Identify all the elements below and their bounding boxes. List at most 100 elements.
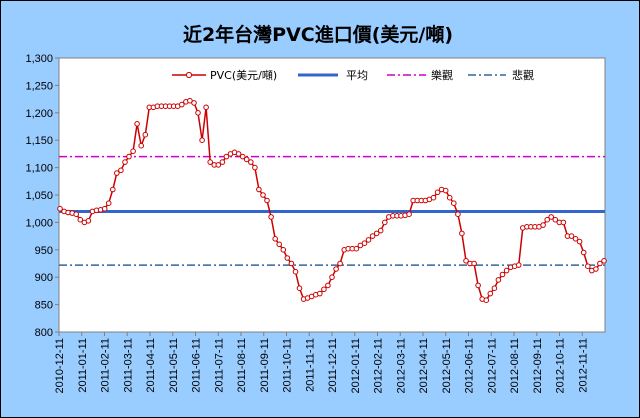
legend-label-pvc: PVC(美元/噸)	[210, 68, 277, 82]
pvc-point	[292, 268, 299, 275]
pvc-point	[515, 262, 522, 268]
pvc-point	[365, 237, 372, 243]
x-tick-label: 2011-01-11	[77, 338, 89, 393]
pvc-point	[572, 236, 579, 242]
x-tick-label: 2011-07-11	[213, 338, 225, 393]
y-tick-label: 1,300	[25, 53, 53, 65]
pvc-point	[369, 233, 376, 239]
pvc-point	[329, 274, 335, 281]
pvc-point	[260, 192, 266, 198]
pvc-point	[138, 142, 144, 149]
pvc-point	[256, 186, 262, 193]
y-axis: 800 850 900 950 1,000 1,050 1,100 1,150 1,200 1,2…	[25, 53, 59, 339]
x-tick-label: 2010-12-11	[54, 338, 66, 393]
pvc-point	[560, 219, 567, 226]
pvc-point	[223, 153, 230, 160]
pvc-point	[325, 282, 331, 289]
x-tick-label: 2012-01-11	[350, 338, 362, 393]
pvc-point	[373, 230, 380, 237]
pvc-point	[548, 214, 555, 220]
x-tick-label: 2012-03-11	[395, 338, 407, 393]
x-tick-label: 2012-10-11	[555, 338, 567, 393]
plot-area	[58, 57, 606, 333]
pvc-point	[264, 197, 270, 204]
y-tick-label: 1,000	[25, 217, 53, 229]
pvc-point	[252, 164, 258, 171]
pvc-point	[101, 205, 108, 212]
x-tick-label: 2012-05-11	[441, 338, 453, 393]
y-tick-label: 1,150	[25, 135, 53, 147]
pvc-point	[118, 167, 124, 174]
y-tick-label: 1,100	[25, 163, 53, 175]
pvc-point	[280, 247, 287, 253]
y-tick-label: 1,200	[25, 108, 53, 120]
pvc-point	[495, 277, 502, 283]
legend-label-optimistic: 樂觀	[431, 68, 453, 82]
pvc-point	[235, 151, 242, 157]
pvc-point	[110, 186, 116, 193]
pvc-point	[203, 104, 209, 111]
x-tick-label: 2011-04-11	[145, 338, 157, 393]
pvc-point	[463, 258, 469, 264]
pvc-point	[134, 121, 140, 127]
pvc-point	[239, 153, 246, 160]
pvc-point	[576, 238, 583, 245]
x-tick-label: 2011-02-11	[100, 338, 112, 393]
pvc-point	[487, 290, 494, 297]
x-tick-label: 2012-07-11	[486, 338, 498, 393]
x-tick-label: 2011-05-11	[168, 338, 180, 393]
pvc-point	[122, 159, 128, 165]
pvc-point	[199, 137, 205, 143]
pvc-point	[382, 219, 388, 226]
chart-title: 近2年台灣PVC進口價(美元/噸)	[183, 23, 453, 46]
y-tick-label: 1,050	[25, 190, 53, 202]
x-tick-label: 2012-04-11	[418, 338, 430, 393]
pvc-point	[377, 227, 384, 234]
legend: PVC(美元/噸) 平均 樂觀 悲觀	[172, 68, 534, 82]
x-tick-label: 2011-03-11	[122, 338, 134, 393]
y-tick-label: 850	[35, 300, 53, 312]
pvc-point	[195, 110, 201, 116]
pvc-point	[114, 170, 120, 176]
y-tick-label: 800	[35, 327, 53, 339]
pvc-point	[317, 290, 323, 297]
pvc-point	[268, 214, 274, 220]
y-tick-label: 1,250	[25, 80, 53, 92]
pvc-point	[321, 286, 327, 293]
x-tick-label: 2012-06-11	[464, 338, 476, 393]
x-tick-label: 2012-11-11	[577, 338, 589, 393]
pvc-point	[272, 236, 279, 242]
pvc-point	[451, 200, 457, 206]
x-tick-label: 2011-12-11	[327, 338, 339, 393]
pvc-point	[455, 211, 461, 217]
pvc-point	[434, 189, 441, 196]
pvc-point	[126, 153, 132, 160]
x-tick-label: 2011-08-11	[236, 338, 248, 393]
pvc-point	[593, 266, 599, 272]
pvc-point	[284, 255, 291, 261]
pvc-point	[105, 200, 112, 206]
pvc-point	[130, 148, 136, 154]
pvc-point	[219, 159, 226, 165]
x-tick-label: 2011-10-11	[282, 338, 294, 393]
pvc-point	[430, 194, 437, 201]
legend-marker-pvc	[185, 71, 193, 79]
y-tick-label: 900	[35, 272, 53, 284]
pvc-point	[73, 211, 79, 217]
pvc-point	[333, 266, 339, 272]
pvc-point	[540, 222, 546, 228]
pvc-point	[471, 260, 477, 267]
pvc-point	[337, 260, 343, 267]
x-axis: 2010-12-11 2011-01-11 2011-02-11 2011-03-11…	[54, 332, 589, 393]
pvc-point	[215, 162, 222, 168]
legend-label-pessimistic: 悲觀	[512, 68, 534, 82]
pvc-point	[475, 282, 481, 289]
legend-label-average: 平均	[346, 69, 368, 82]
x-tick-label: 2012-09-11	[532, 338, 544, 393]
pvc-point	[243, 156, 250, 163]
pvc-point	[361, 240, 368, 246]
pvc-point	[77, 216, 84, 223]
pvc-point	[580, 249, 587, 256]
x-tick-label: 2011-11-11	[304, 338, 316, 392]
